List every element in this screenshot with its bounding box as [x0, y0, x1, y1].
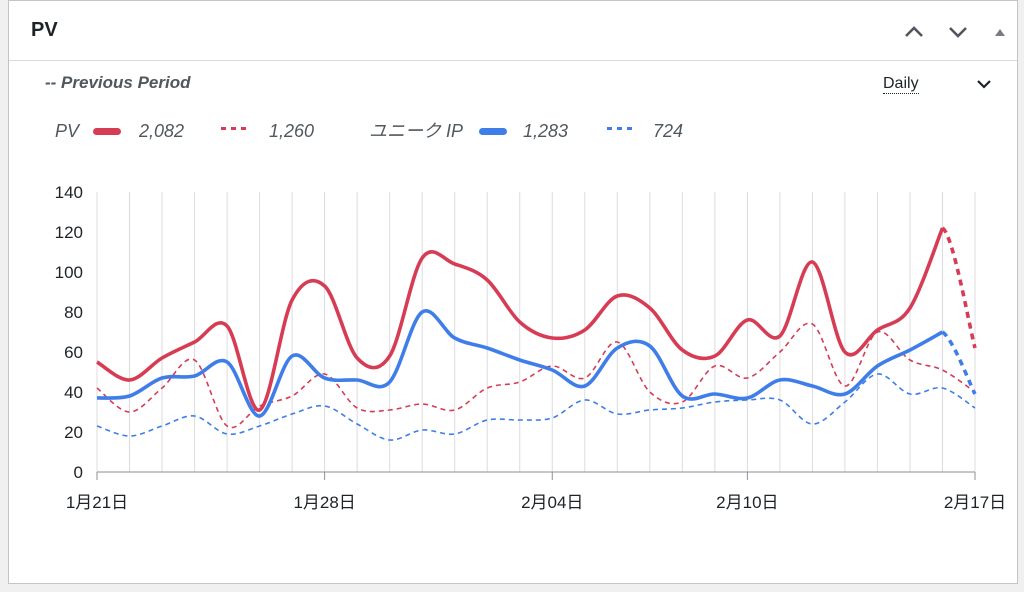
widget-header: PV: [9, 1, 1017, 61]
triangle-up-icon: [995, 29, 1005, 36]
y-tick-label: 60: [64, 343, 83, 362]
uip-current-line: [96, 309, 944, 418]
legend-uip-previous-swatch: [607, 127, 637, 130]
move-down-button[interactable]: [945, 19, 971, 45]
pv-line-chart: 0 20 40 60 80 100 120 140 1月21日 1月28日 2月04日 2月10日 2…: [55, 183, 1007, 512]
x-axis: 1月21日 1月28日 2月04日 2月10日 2月17日: [66, 472, 1006, 512]
legend-uip-previous: 724: [653, 121, 684, 141]
legend-uip-label[interactable]: ユニーク IP: [369, 121, 464, 141]
previous-period-toggle[interactable]: -- Previous Period: [45, 73, 191, 92]
legend-pv-current: 2,082: [139, 121, 185, 141]
y-tick-label: 0: [74, 463, 83, 482]
x-tick-label: 2月10日: [716, 493, 778, 512]
x-tick-label: 2月17日: [944, 493, 1006, 512]
x-tick-label: 2月04日: [521, 493, 583, 512]
pv-widget: PV -- Previous Period Daily PV 2,082 1,2…: [8, 0, 1018, 584]
legend-uip-swatch: [479, 128, 507, 135]
pv-current-partial-line: [941, 226, 977, 349]
legend-pv-previous-swatch: [221, 127, 251, 130]
pv-previous-line: [96, 322, 976, 429]
uip-previous-line: [96, 373, 976, 441]
uip-current-partial-line: [941, 330, 977, 395]
x-tick-label: 1月28日: [293, 493, 355, 512]
y-axis: 0 20 40 60 80 100 120 140: [55, 183, 83, 482]
x-tick-label: 1月21日: [66, 493, 128, 512]
legend-uip-current: 1,283: [523, 121, 569, 141]
y-tick-label: 120: [55, 223, 83, 242]
y-tick-label: 80: [64, 303, 83, 322]
y-tick-label: 20: [64, 423, 83, 442]
chevron-down-icon: [977, 80, 991, 89]
y-tick-label: 40: [64, 383, 83, 402]
y-tick-label: 140: [55, 183, 83, 202]
range-select[interactable]: Daily: [883, 75, 919, 94]
legend-pv-previous: 1,260: [269, 121, 315, 141]
widget-title: PV: [31, 19, 58, 41]
range-dropdown-button[interactable]: [973, 73, 995, 95]
y-tick-label: 100: [55, 263, 83, 282]
chevron-up-icon: [905, 26, 923, 37]
chevron-down-icon: [949, 27, 967, 38]
legend-pv-swatch: [93, 128, 121, 135]
chart-series: [96, 226, 977, 441]
toggle-panel-button[interactable]: [987, 19, 1013, 45]
move-up-button[interactable]: [901, 19, 927, 45]
legend-pv-label[interactable]: PV: [55, 121, 80, 141]
pv-current-line: [96, 227, 945, 412]
